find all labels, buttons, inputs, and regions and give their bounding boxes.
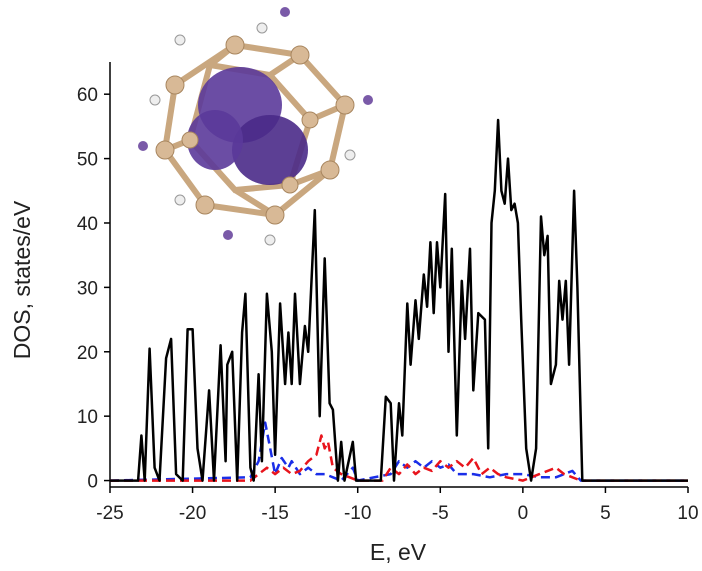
x-tick-label: -5 — [432, 503, 449, 524]
x-tick-label: 0 — [518, 503, 529, 524]
y-tick-label: 60 — [77, 85, 98, 106]
y-tick-label: 20 — [77, 343, 98, 364]
x-tick-label: -10 — [344, 503, 371, 524]
x-tick-label: 5 — [600, 503, 611, 524]
y-tick-label: 10 — [77, 407, 98, 428]
x-tick-label: -20 — [179, 503, 206, 524]
molecule-inset — [138, 7, 373, 245]
x-axis-title: E, eV — [370, 539, 427, 565]
chart: E, eV DOS, states/eV -25 -20 -15 -10 -5 0 5 10 0… — [0, 0, 702, 571]
y-tick-label: 40 — [77, 214, 98, 235]
y-tick-label: 50 — [77, 150, 98, 171]
x-tick-label: -25 — [96, 503, 123, 524]
y-tick-label: 30 — [77, 278, 98, 299]
series-line — [110, 120, 688, 481]
x-tick-label: 10 — [677, 503, 698, 524]
y-tick-label: 0 — [87, 472, 98, 493]
x-tick-label: -15 — [261, 503, 288, 524]
y-axis-title: DOS, states/eV — [9, 200, 35, 359]
